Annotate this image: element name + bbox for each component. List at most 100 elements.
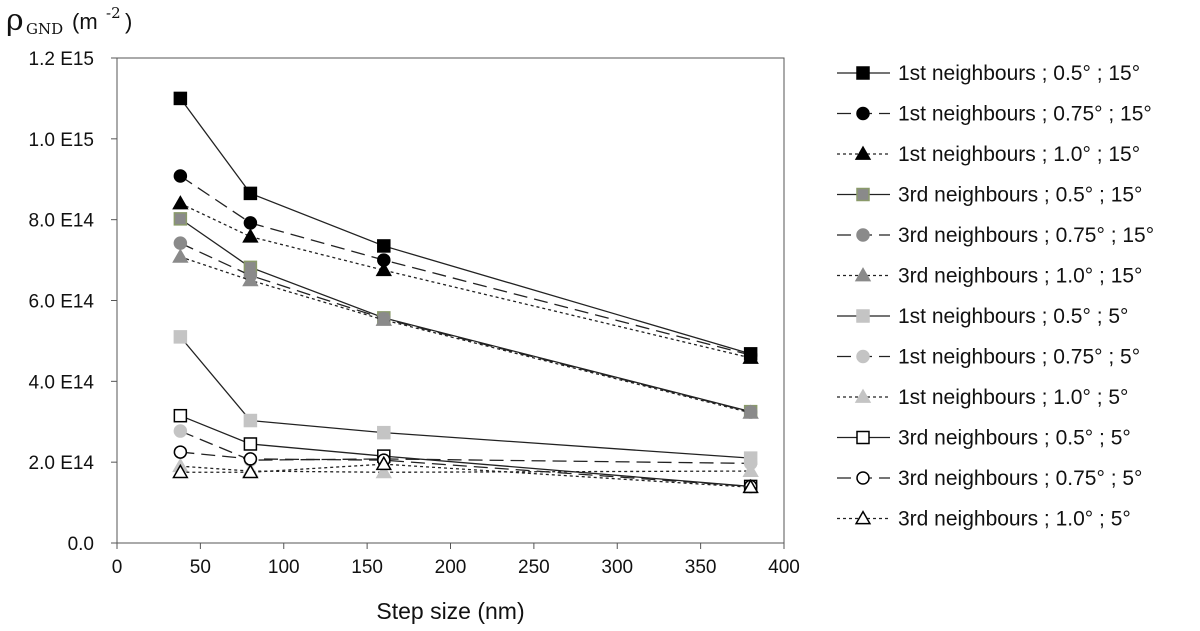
legend-item: 1st neighbours ; 0.75° ; 5°: [837, 346, 1140, 369]
y-tick-label: 8.0 E14: [29, 211, 95, 232]
legend-item: 1st neighbours ; 0.75° ; 15°: [837, 103, 1152, 126]
data-point: [242, 463, 259, 479]
series-line: [179, 336, 751, 459]
series-5: [173, 236, 758, 419]
legend-label: 3rd neighbours ; 0.75° ; 15°: [898, 224, 1154, 247]
x-tick-label: 350: [685, 557, 717, 578]
legend-item: 1st neighbours ; 1.0° ; 15°: [837, 143, 1140, 166]
series-12: [172, 455, 759, 494]
legend-label: 3rd neighbours ; 1.0° ; 15°: [898, 265, 1142, 288]
series-line: [180, 242, 751, 413]
data-point: [173, 408, 188, 423]
legend-label: 3rd neighbours ; 0.75° ; 5°: [898, 467, 1142, 490]
legend-label: 3rd neighbours ; 0.5° ; 15°: [898, 184, 1142, 207]
data-point: [742, 462, 759, 477]
legend-marker: [854, 267, 872, 282]
legend-item: 1st neighbours ; 0.5° ; 5°: [837, 305, 1128, 328]
x-tick-label: 100: [268, 557, 300, 578]
data-point: [243, 216, 258, 230]
legend-item: 3rd neighbours ; 0.5° ; 15°: [837, 184, 1142, 207]
y-axis-title-symbol: ρ: [6, 3, 24, 38]
data-point: [243, 186, 258, 201]
data-point: [375, 311, 392, 326]
legend-item: 3rd neighbours ; 1.0° ; 15°: [837, 265, 1142, 288]
series-4: [173, 212, 758, 419]
data-point: [242, 228, 259, 243]
y-tick-label: 1.2 E15: [29, 49, 95, 70]
legend-label: 3rd neighbours ; 0.5° ; 5°: [898, 427, 1131, 450]
data-point: [243, 413, 258, 428]
legend-marker: [856, 106, 870, 121]
legend-marker: [856, 430, 870, 445]
series-2: [173, 169, 758, 362]
y-axis-title-unit: (m: [72, 9, 98, 34]
data-point: [742, 349, 759, 364]
data-point: [173, 330, 188, 344]
legend-marker: [854, 388, 872, 403]
legend-item: 1st neighbours ; 1.0° ; 5°: [837, 386, 1128, 409]
y-tick-label: 4.0 E14: [29, 372, 95, 393]
x-tick-label: 200: [435, 557, 467, 578]
series-line: [179, 218, 751, 413]
legend-label: 1st neighbours ; 0.75° ; 15°: [898, 103, 1152, 126]
plot-area: [116, 57, 785, 544]
legend-marker: [856, 309, 870, 323]
legend-item: 3rd neighbours ; 0.75° ; 15°: [837, 224, 1154, 247]
x-tick-label: 250: [518, 557, 550, 578]
series-7: [173, 330, 758, 465]
x-tick-label: 0: [112, 557, 123, 578]
x-tick-label: 300: [601, 557, 633, 578]
legend-item: 3rd neighbours ; 1.0° ; 5°: [837, 508, 1131, 531]
data-point: [243, 437, 258, 451]
series-line: [180, 256, 751, 414]
legend-marker: [856, 187, 870, 202]
legend-item: 3rd neighbours ; 0.75° ; 5°: [837, 467, 1142, 490]
legend-label: 1st neighbours ; 0.5° ; 15°: [898, 62, 1140, 85]
data-point: [377, 239, 391, 253]
legend: 1st neighbours ; 0.5° ; 15° 1st neighbour…: [837, 62, 1154, 531]
x-tick-label: 400: [768, 557, 800, 578]
x-axis-title: Step size (nm): [376, 598, 524, 624]
legend-label: 1st neighbours ; 1.0° ; 5°: [898, 386, 1128, 409]
data-point: [377, 425, 391, 440]
y-axis-title: ρ GND (m -2 ): [6, 3, 132, 38]
legend-marker: [856, 66, 870, 80]
data-point: [173, 212, 188, 226]
legend-marker: [854, 510, 872, 525]
data-point: [173, 236, 188, 250]
series-line: [179, 98, 751, 355]
legend-label: 3rd neighbours ; 1.0° ; 5°: [898, 508, 1131, 531]
data-point: [375, 463, 392, 479]
y-axis-title-exponent: -2: [106, 4, 121, 22]
x-tick-label: 150: [351, 557, 383, 578]
legend-marker: [856, 471, 870, 485]
y-tick-label: 6.0 E14: [29, 292, 95, 313]
series-line: [180, 463, 751, 488]
x-tick-label: 50: [190, 557, 211, 578]
legend-item: 1st neighbours ; 0.5° ; 15°: [837, 62, 1140, 85]
legend-label: 1st neighbours ; 0.5° ; 5°: [898, 305, 1128, 328]
series-line: [180, 451, 751, 488]
series-line: [180, 175, 751, 356]
data-point: [172, 248, 189, 263]
y-tick-label: 0.0: [68, 534, 94, 555]
data-point: [172, 463, 189, 479]
y-tick-label: 2.0 E14: [29, 453, 95, 474]
legend-item: 3rd neighbours ; 0.5° ; 5°: [837, 427, 1131, 450]
series-line: [180, 415, 751, 488]
legend-marker: [856, 228, 870, 242]
legend-label: 1st neighbours ; 0.75° ; 5°: [898, 346, 1140, 369]
legend-label: 1st neighbours ; 1.0° ; 15°: [898, 143, 1140, 166]
data-point: [742, 404, 759, 419]
y-axis-title-subscript: GND: [26, 20, 63, 38]
y-tick-label: 1.0 E15: [29, 130, 95, 151]
data-point: [173, 424, 188, 438]
data-point: [375, 261, 392, 277]
data-point: [242, 271, 259, 287]
series-6: [172, 248, 759, 419]
data-point: [172, 195, 189, 210]
series-3: [172, 195, 759, 364]
data-point: [173, 169, 188, 183]
data-point: [375, 455, 392, 471]
data-point: [173, 445, 188, 459]
